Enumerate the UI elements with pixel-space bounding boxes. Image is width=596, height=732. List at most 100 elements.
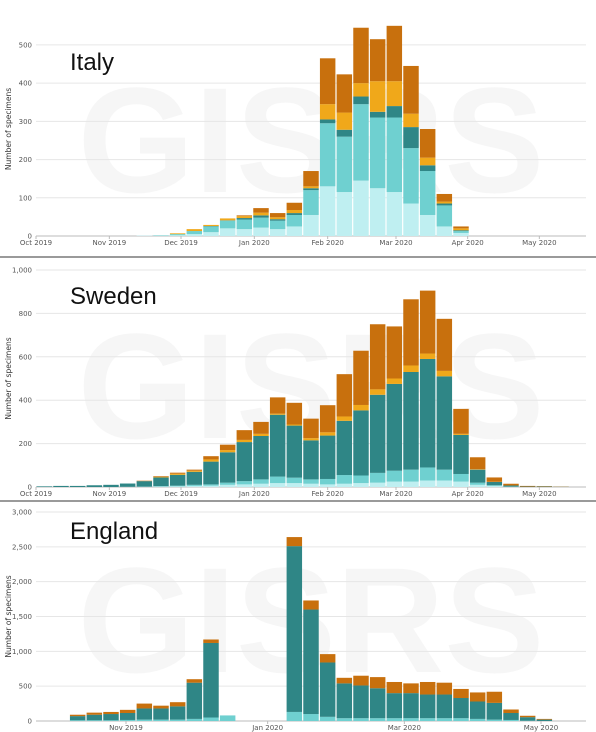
bar-segment-dark (303, 440, 319, 480)
bar-segment-orange (453, 688, 469, 699)
bar-segment-pale (286, 226, 303, 236)
y-axis-label: Number of specimens (4, 337, 13, 419)
bar-segment-dark (453, 230, 469, 232)
bar-segment-dark (319, 119, 336, 124)
bar-segment-dark (186, 471, 203, 485)
bar-segment-orange (269, 397, 286, 414)
bar-segment-yellow (419, 353, 436, 359)
bar-segment-dark (269, 219, 286, 221)
chart-title: Sweden (70, 283, 157, 310)
bar-segment-dark (403, 127, 419, 149)
x-tick-label: Oct 2019 (20, 239, 52, 247)
bar-segment-dark (419, 165, 436, 172)
bar-segment-orange (153, 476, 169, 477)
bar-segment-orange (353, 675, 369, 686)
x-tick-label: Mar 2020 (379, 490, 412, 498)
bar-segment-pale (253, 483, 269, 487)
bar-segment-dark (353, 410, 369, 476)
bar-segment-dark (136, 708, 153, 720)
bar-segment-orange (269, 213, 286, 218)
bar-segment-dark (386, 383, 403, 471)
bar-segment-dark (486, 702, 503, 720)
bar-segment-yellow (203, 224, 219, 227)
bar-segment-light (303, 479, 319, 484)
bar-segment-pale (386, 192, 403, 236)
bar-segment-orange (319, 405, 336, 433)
bar-segment-light (369, 117, 386, 189)
bar-segment-dark (186, 682, 203, 719)
x-tick-label: May 2020 (522, 239, 557, 247)
bar-segment-orange (303, 418, 319, 439)
bar-segment-yellow (286, 210, 303, 214)
bar-segment-dark (286, 425, 303, 478)
y-tick-label: 0 (28, 718, 32, 726)
y-tick-label: 800 (19, 310, 32, 318)
bar-segment-dark (236, 218, 253, 220)
bar-segment-orange (286, 402, 303, 425)
x-tick-label: Nov 2019 (109, 724, 143, 732)
y-tick-label: 300 (19, 118, 32, 126)
bar-segment-dark (169, 706, 186, 720)
bar-segment-light (436, 205, 453, 227)
bar-segment-pale (353, 483, 369, 487)
bar-segment-dark (119, 483, 136, 487)
x-tick-label: Jan 2020 (238, 239, 270, 247)
bar-segment-pale (436, 226, 453, 236)
bar-segment-dark (103, 714, 119, 721)
y-axis-label: Number of specimens (4, 575, 13, 657)
bar-segment-dark (436, 376, 453, 470)
bar-segment-dark (169, 474, 186, 486)
bar-segment-orange (436, 682, 453, 695)
bar-segment-orange (253, 208, 269, 213)
bar-segment-pale (286, 483, 303, 487)
bar-segment-yellow (403, 365, 419, 372)
x-tick-label: Nov 2019 (92, 490, 126, 498)
bar-segment-light (253, 479, 269, 484)
bar-segment-dark (336, 420, 353, 476)
bar-segment-dark (419, 694, 436, 719)
bar-segment-dark (286, 213, 303, 215)
y-tick-label: 0 (28, 484, 32, 492)
bar-segment-dark (119, 712, 136, 720)
bar-segment-dark (353, 685, 369, 719)
bar-segment-yellow (303, 438, 319, 441)
bar-segment-light (236, 481, 253, 485)
bar-segment-light (303, 714, 319, 721)
bar-segment-pale (253, 227, 269, 236)
bar-segment-dark (369, 111, 386, 118)
bar-segment-orange (336, 374, 353, 417)
bar-segment-orange (353, 350, 369, 405)
bar-segment-yellow (269, 413, 286, 415)
bar-segment-pale (219, 484, 236, 487)
bar-segment-pale (303, 214, 319, 236)
bar-segment-light (436, 718, 453, 721)
bar-segment-orange (119, 709, 136, 713)
bar-segment-pale (419, 214, 436, 236)
bar-segment-orange (286, 537, 303, 547)
bar-segment-pale (236, 229, 253, 236)
bar-segment-yellow (369, 81, 386, 112)
bar-segment-pale (186, 485, 203, 487)
bar-segment-light (86, 720, 103, 721)
bar-segment-orange (386, 326, 403, 379)
bar-segment-light (419, 718, 436, 721)
y-tick-label: 500 (19, 683, 32, 691)
bar-segment-dark (319, 662, 336, 717)
bar-segment-light (419, 171, 436, 215)
bar-segment-orange (453, 408, 469, 434)
bar-segment-light (169, 485, 186, 487)
y-tick-label: 2,500 (12, 543, 32, 551)
bar-segment-light (219, 715, 236, 721)
bar-segment-dark (86, 714, 103, 721)
bar-segment-light (319, 716, 336, 721)
panel-separator-2 (0, 500, 596, 502)
bar-segment-orange (403, 683, 419, 694)
bar-segment-yellow (319, 104, 336, 120)
bar-segment-light (236, 219, 253, 230)
bar-segment-pale (386, 481, 403, 487)
bar-segment-yellow (203, 459, 219, 462)
bar-segment-yellow (386, 378, 403, 384)
bar-segment-light (336, 136, 353, 193)
bar-segment-orange (403, 65, 419, 114)
